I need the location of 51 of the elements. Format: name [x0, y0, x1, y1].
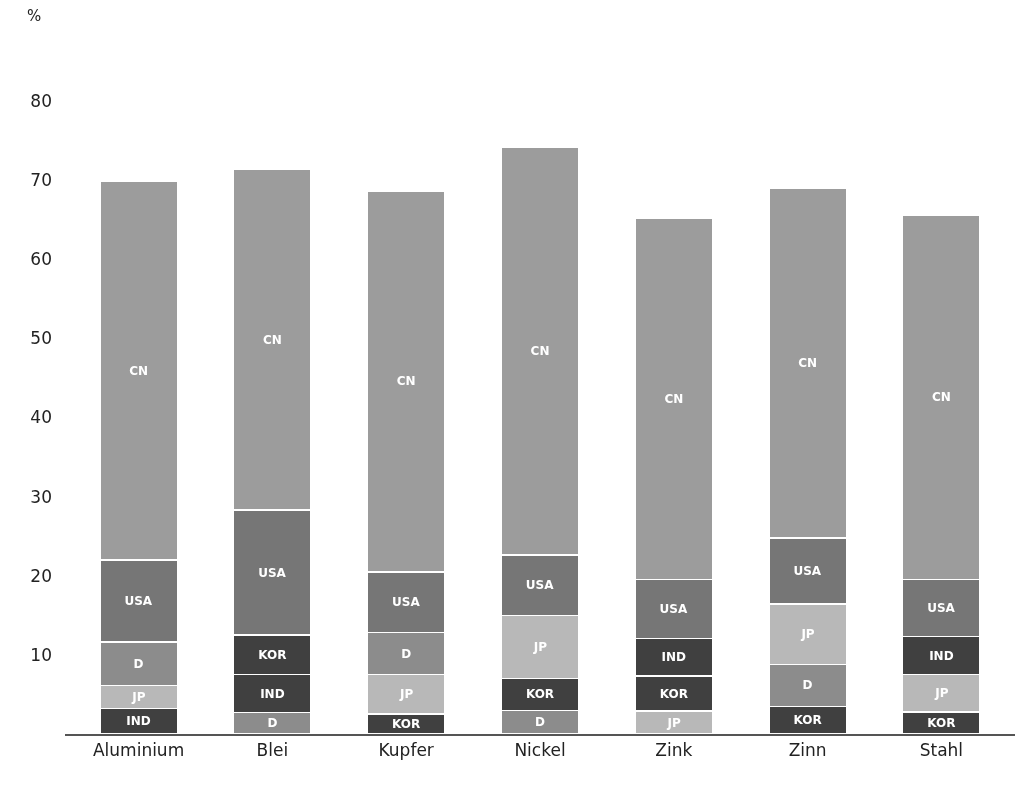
- data-label: JP: [532, 639, 548, 654]
- y-tick-label: 30: [30, 486, 52, 507]
- data-label: IND: [929, 648, 954, 663]
- data-label: CN: [931, 390, 951, 405]
- data-label: CN: [396, 374, 416, 389]
- data-label: JP: [666, 715, 682, 730]
- data-label: IND: [126, 714, 151, 729]
- data-label: KOR: [793, 713, 822, 728]
- data-label: USA: [927, 601, 956, 616]
- x-tick-label: Zinn: [788, 740, 827, 761]
- data-label: CN: [798, 355, 818, 370]
- data-label: USA: [124, 594, 153, 609]
- x-tick-label: Stahl: [919, 740, 964, 761]
- y-tick-label: 20: [30, 565, 52, 586]
- data-label: CN: [530, 344, 550, 359]
- data-label: CN: [664, 391, 684, 406]
- data-label: USA: [793, 564, 822, 579]
- y-tick-label: 70: [30, 170, 52, 191]
- data-label: USA: [258, 565, 287, 580]
- x-tick-label: Aluminium: [92, 740, 185, 761]
- data-label: JP: [800, 627, 815, 642]
- y-tick-label: 40: [30, 407, 52, 428]
- data-label: USA: [659, 601, 688, 616]
- data-label: JP: [398, 687, 414, 702]
- data-label: USA: [392, 595, 421, 610]
- y-tick-label: 10: [30, 644, 52, 665]
- data-label: JP: [131, 690, 146, 705]
- data-label: KOR: [525, 687, 555, 702]
- data-label: D: [535, 715, 545, 730]
- x-tick-label: Kupfer: [378, 740, 434, 761]
- data-label: D: [802, 678, 813, 693]
- y-axis-title: %: [27, 7, 42, 25]
- data-label: KOR: [258, 647, 287, 662]
- y-tick-label: 80: [30, 90, 52, 111]
- y-tick-label: 60: [30, 249, 52, 270]
- data-label: D: [401, 646, 412, 661]
- data-label: D: [267, 716, 278, 731]
- data-label: KOR: [659, 686, 688, 701]
- data-label: KOR: [927, 715, 956, 730]
- data-label: CN: [129, 363, 149, 378]
- data-label: USA: [525, 578, 555, 593]
- data-label: IND: [260, 686, 285, 701]
- x-tick-label: Nickel: [514, 740, 566, 761]
- data-label: KOR: [392, 717, 421, 732]
- y-tick-label: 50: [30, 328, 52, 349]
- x-tick-label: Zink: [655, 740, 693, 761]
- x-tick-label: Blei: [256, 740, 289, 761]
- data-label: D: [133, 656, 144, 671]
- data-label: IND: [661, 650, 687, 665]
- data-label: CN: [262, 332, 282, 347]
- data-label: JP: [934, 686, 949, 701]
